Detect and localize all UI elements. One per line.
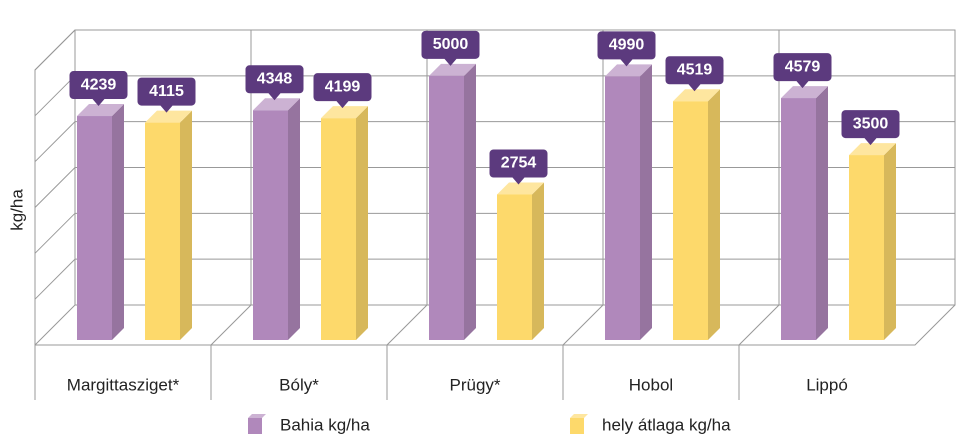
value-label-box [841, 110, 900, 146]
x-tick-label: Prügy* [449, 375, 500, 394]
divider [738, 30, 780, 400]
value-label: 4990 [609, 37, 645, 54]
y-axis-title: kg/ha [7, 189, 26, 231]
x-tick-label: Bóly* [279, 375, 319, 394]
value-label-box [313, 73, 372, 109]
value-label: 4519 [677, 61, 713, 78]
value-label-box [665, 56, 724, 92]
x-tick-label: Lippó [806, 375, 848, 394]
value-label: 4348 [257, 70, 293, 87]
bar-side [884, 143, 896, 340]
grid-line [34, 258, 955, 300]
bar-top [429, 63, 476, 76]
bar-side [356, 106, 368, 340]
bar-side [708, 89, 720, 340]
value-label: 4199 [325, 78, 361, 95]
bar [77, 116, 112, 341]
grid-line [34, 167, 955, 208]
bar-top [77, 104, 124, 117]
x-tick-label: Hobol [629, 375, 673, 394]
bar-top [849, 143, 896, 156]
value-label-box [245, 65, 304, 101]
grid-line [34, 212, 955, 254]
bar-side [532, 182, 544, 340]
bar-top [145, 110, 192, 123]
bar [253, 110, 288, 340]
bar-side [816, 86, 828, 340]
value-label: 4115 [149, 83, 184, 100]
bar [781, 98, 816, 340]
bar-top [253, 98, 300, 111]
legend-swatch [570, 418, 584, 434]
value-label: 2754 [501, 155, 537, 172]
bar-top [497, 182, 544, 195]
bar [673, 101, 708, 340]
bar-top [781, 86, 828, 99]
value-label-box [421, 30, 480, 66]
bar-top [321, 106, 368, 119]
bar [497, 194, 532, 340]
value-label-box [597, 31, 656, 67]
bar [605, 76, 640, 340]
legend-swatch-top [570, 414, 588, 418]
value-label: 5000 [433, 36, 469, 53]
bar-top [673, 89, 720, 102]
bar [429, 75, 464, 340]
value-label: 4579 [785, 58, 821, 75]
grid-line [34, 304, 955, 346]
bar [849, 155, 884, 340]
x-tick-label: Margittasziget* [67, 375, 180, 394]
bar [145, 122, 180, 340]
bar-side [288, 98, 300, 340]
bar [321, 118, 356, 340]
grid-line [34, 29, 955, 71]
legend-swatch [248, 418, 262, 434]
bar-side [464, 63, 476, 340]
divider [386, 30, 428, 400]
bar-top [605, 64, 652, 77]
divider [210, 30, 252, 400]
bar-side [112, 104, 124, 341]
legend-swatch-top [248, 414, 266, 418]
grid-line [34, 121, 955, 163]
value-label-box [137, 77, 196, 113]
value-label-box [773, 53, 832, 89]
legend-label: hely átlaga kg/ha [602, 415, 731, 434]
value-label: 4239 [81, 76, 117, 93]
value-label: 3500 [853, 115, 889, 132]
bar-side [640, 64, 652, 340]
legend-label: Bahia kg/ha [280, 415, 370, 434]
divider [562, 30, 604, 400]
value-label-box [69, 71, 128, 107]
value-label-box [489, 149, 548, 185]
bar-side [180, 110, 192, 340]
